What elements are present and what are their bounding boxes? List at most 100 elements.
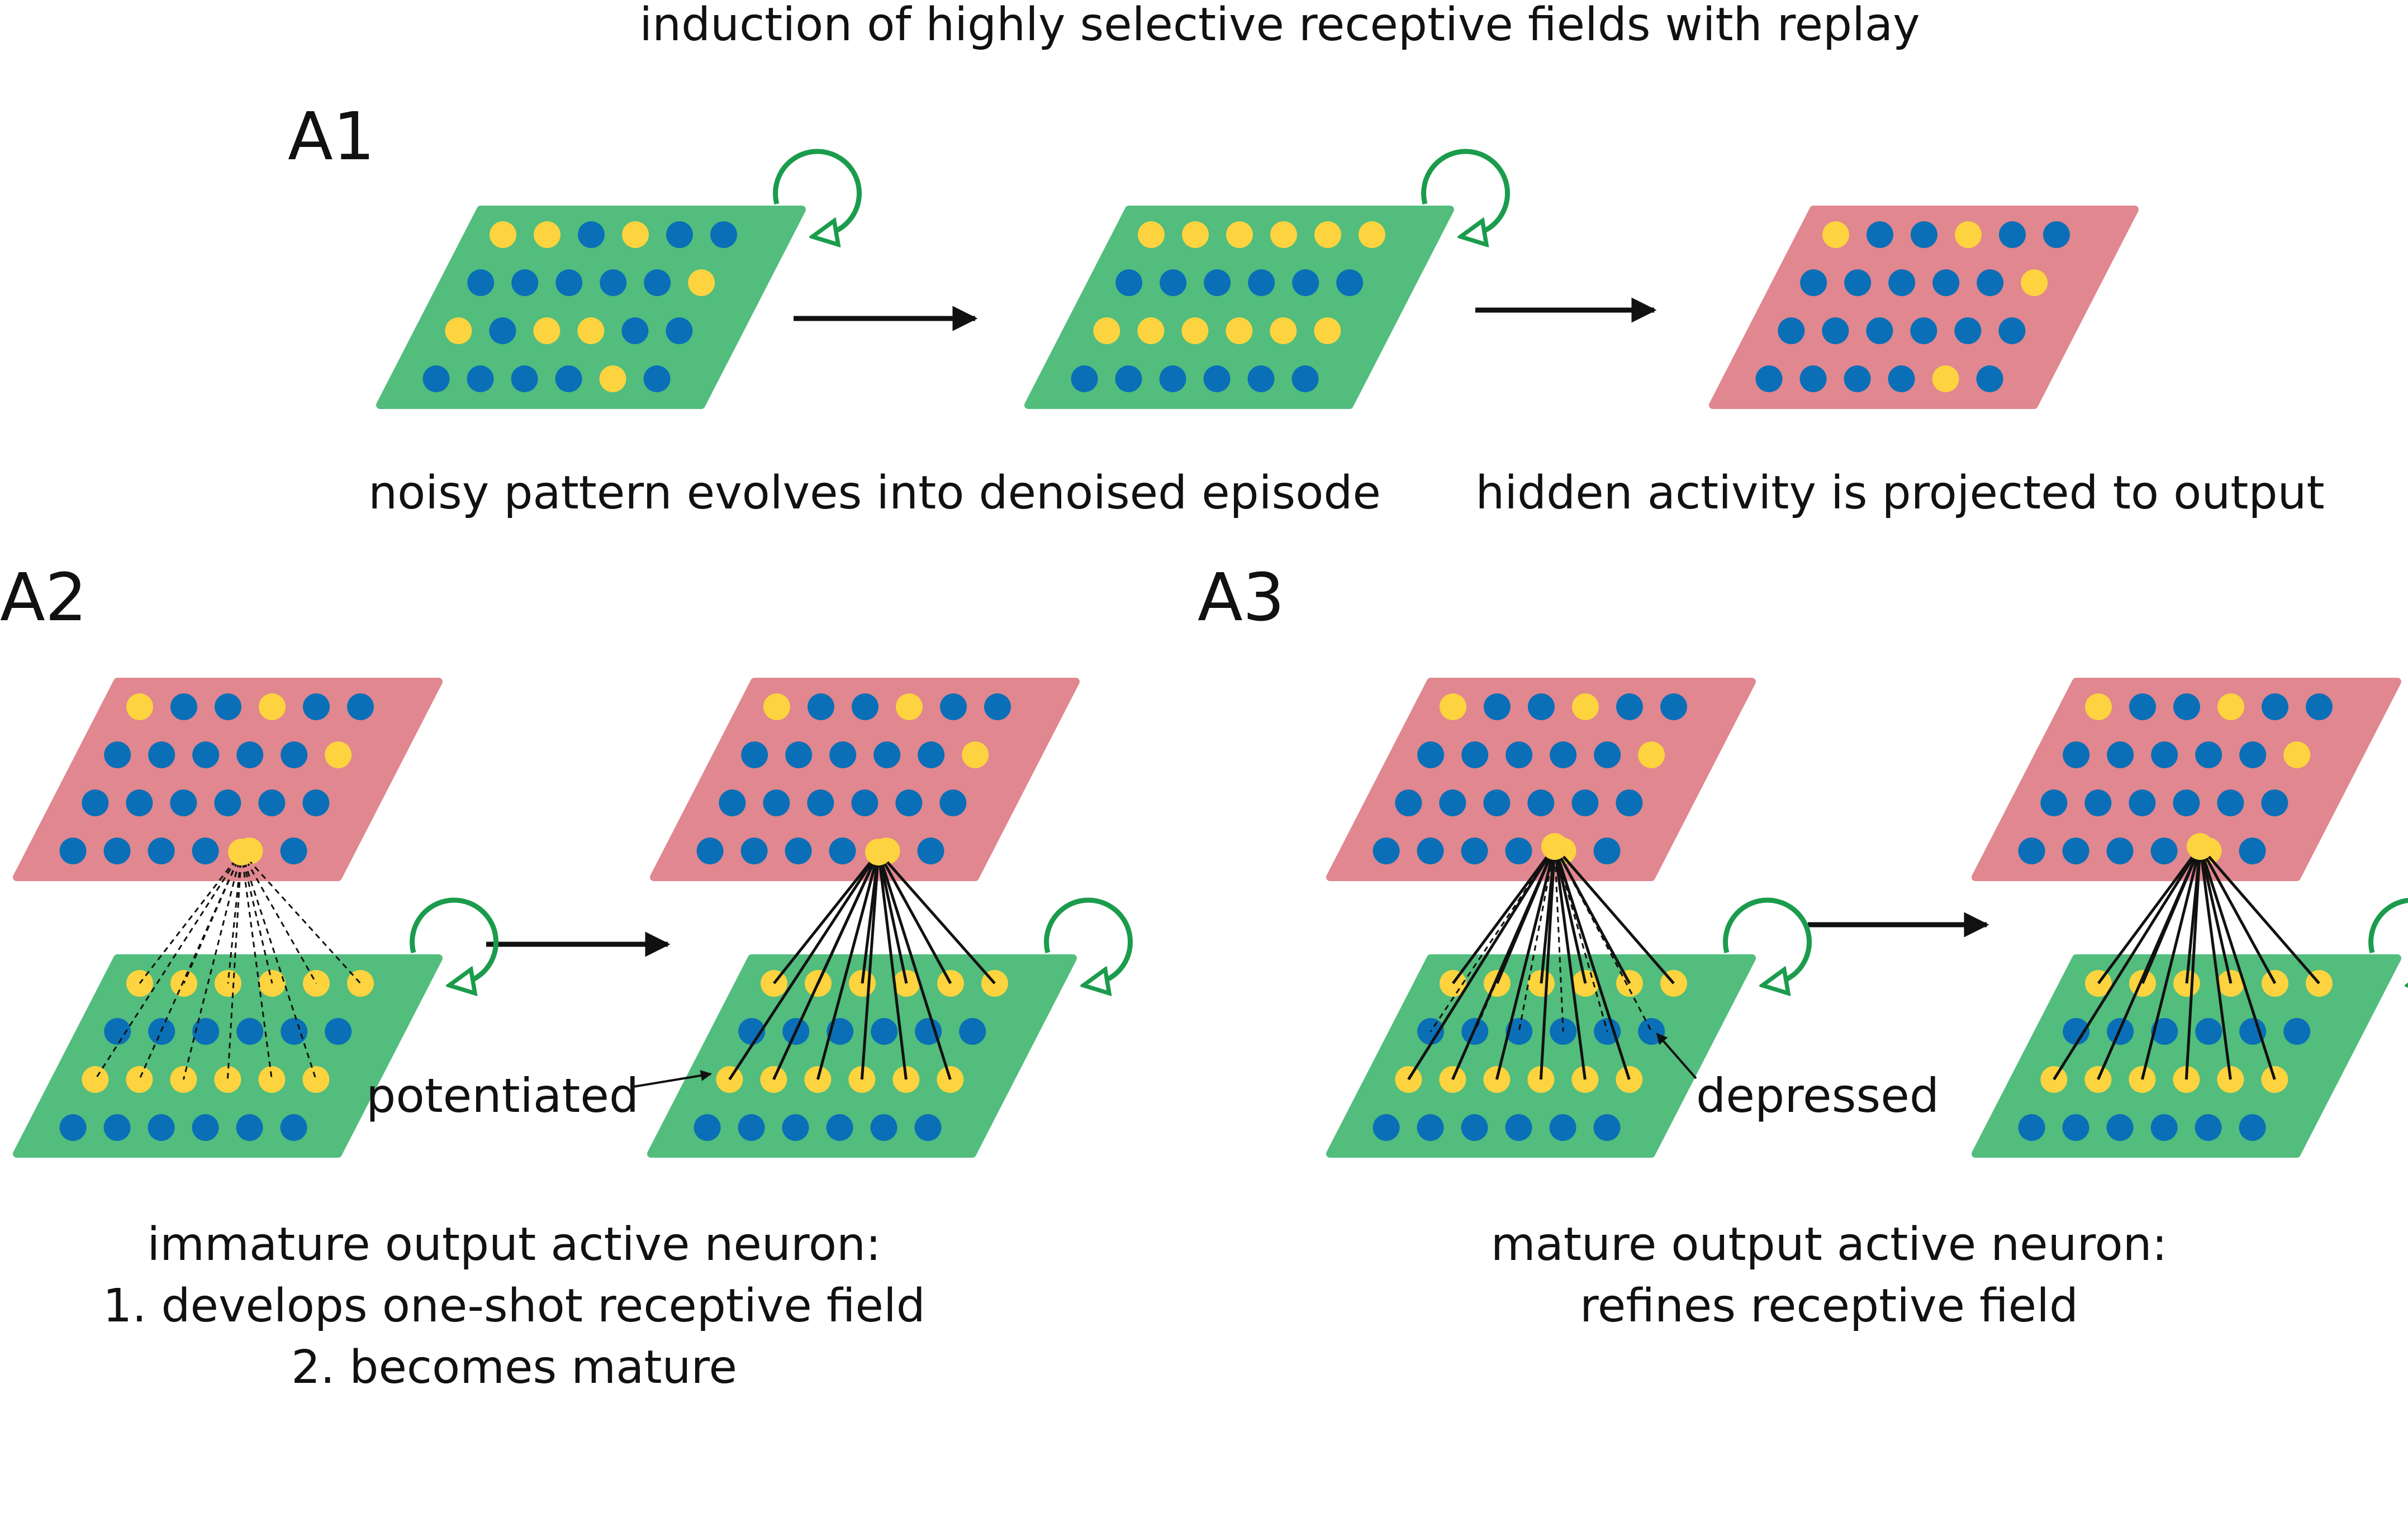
active-neuron — [1638, 741, 1665, 768]
inactive-neuron — [644, 269, 671, 296]
weak-connection — [139, 852, 243, 984]
inactive-neuron — [1159, 365, 1186, 392]
refined-connection — [2053, 845, 2202, 1081]
inactive-neuron — [1247, 365, 1275, 392]
inactive-neuron — [2173, 693, 2200, 720]
potentiated-connection — [877, 852, 908, 984]
strong-connection — [1554, 845, 1675, 984]
a2-hidden-after — [647, 897, 1133, 1158]
inactive-neuron — [1160, 269, 1187, 296]
inactive-neuron — [914, 1114, 942, 1141]
depressed-connection — [1474, 846, 1556, 1032]
inactive-neuron — [236, 1018, 264, 1045]
potentiated-connection — [860, 852, 880, 1080]
inactive-neuron — [215, 693, 241, 720]
inactive-neuron — [1593, 838, 1621, 864]
network-layers — [13, 149, 2408, 1158]
inactive-neuron — [1999, 221, 2026, 248]
inactive-neuron — [1998, 317, 2026, 344]
active-neuron — [258, 1066, 286, 1093]
depressed-connection — [1429, 846, 1556, 1032]
inactive-neuron — [1372, 1114, 1400, 1141]
active-neuron — [325, 741, 352, 768]
inactive-neuron — [826, 1114, 853, 1141]
strong-connection — [1495, 846, 1556, 1080]
inactive-neuron — [738, 1114, 765, 1141]
inactive-neuron — [347, 693, 374, 720]
inactive-neuron — [694, 1114, 721, 1141]
inactive-neuron — [782, 1114, 809, 1141]
inactive-neuron — [2151, 1018, 2178, 1045]
inactive-neuron — [984, 693, 1011, 720]
inactive-neuron — [236, 741, 264, 768]
potentiated-connection — [773, 851, 880, 984]
refined-connection — [2184, 846, 2202, 1080]
potentiated-connection — [877, 852, 952, 1080]
depressed-connection — [1518, 846, 1556, 1032]
active-neuron — [1137, 317, 1165, 344]
active-neuron — [763, 693, 790, 720]
inactive-neuron — [1888, 269, 1916, 296]
active-neuron — [2021, 269, 2048, 296]
inactive-neuron — [2150, 1114, 2178, 1141]
active-neuron — [126, 693, 153, 720]
potentiated-connection — [816, 852, 880, 1080]
inactive-neuron — [1439, 789, 1466, 816]
inactive-neuron — [710, 221, 737, 248]
inactive-neuron — [940, 693, 967, 720]
inactive-neuron — [1755, 365, 1783, 392]
inactive-neuron — [104, 1018, 131, 1045]
potentiated-connection — [877, 851, 996, 984]
active-neuron — [82, 1066, 109, 1093]
inactive-neuron — [1417, 1114, 1444, 1141]
weak-connection — [240, 852, 273, 984]
inactive-neuron — [2151, 741, 2178, 768]
active-neuron — [445, 317, 472, 344]
refined-connection — [2097, 845, 2202, 1081]
inactive-neuron — [2018, 1114, 2045, 1141]
active-neuron — [1182, 221, 1209, 248]
inactive-neuron — [82, 789, 109, 816]
active-neuron — [533, 317, 561, 344]
a2-hidden-after-plane — [647, 954, 1077, 1158]
a2-caption-line-2: 1. develops one-shot receptive field — [103, 1280, 925, 1333]
a1-hidden-denoised — [1024, 149, 1511, 409]
inactive-neuron — [829, 838, 856, 864]
refined-connection — [2198, 846, 2276, 1080]
inactive-neuron — [666, 317, 693, 344]
inactive-neuron — [1549, 1114, 1576, 1141]
inactive-neuron — [1571, 789, 1599, 816]
a2-caption-line-3: 2. becomes mature — [291, 1341, 737, 1394]
active-neuron — [1270, 317, 1297, 344]
inactive-neuron — [873, 741, 901, 768]
inactive-neuron — [511, 365, 538, 392]
inactive-neuron — [1483, 789, 1511, 816]
inactive-neuron — [2283, 1018, 2311, 1045]
active-neuron — [126, 1066, 153, 1093]
a1-caption-left: noisy pattern evolves into denoised epis… — [368, 467, 1381, 520]
inactive-neuron — [2062, 838, 2089, 864]
inactive-neuron — [1461, 1114, 1488, 1141]
recurrent-loop — [1723, 897, 1812, 983]
inactive-neuron — [148, 1114, 175, 1141]
active-output-neuron — [228, 839, 255, 865]
recurrent-loop — [1044, 897, 1133, 983]
inactive-neuron — [1417, 838, 1444, 864]
refined-connection — [2198, 845, 2277, 984]
active-neuron — [1226, 317, 1253, 344]
inactive-neuron — [2106, 838, 2134, 864]
inactive-neuron — [1484, 693, 1511, 720]
inactive-neuron — [2262, 693, 2288, 720]
inactive-neuron — [325, 1018, 352, 1045]
weak-connection — [182, 852, 243, 1080]
inactive-neuron — [555, 269, 583, 296]
inactive-neuron — [103, 1114, 131, 1141]
inactive-neuron — [666, 221, 693, 248]
inactive-neuron — [192, 741, 220, 768]
active-neuron — [2283, 741, 2311, 768]
inactive-neuron — [829, 741, 857, 768]
inactive-neuron — [1291, 365, 1319, 392]
a3-caption-line-2: refines receptive field — [1580, 1280, 2078, 1333]
weak-connection — [240, 852, 317, 984]
inactive-neuron — [2239, 1018, 2267, 1045]
